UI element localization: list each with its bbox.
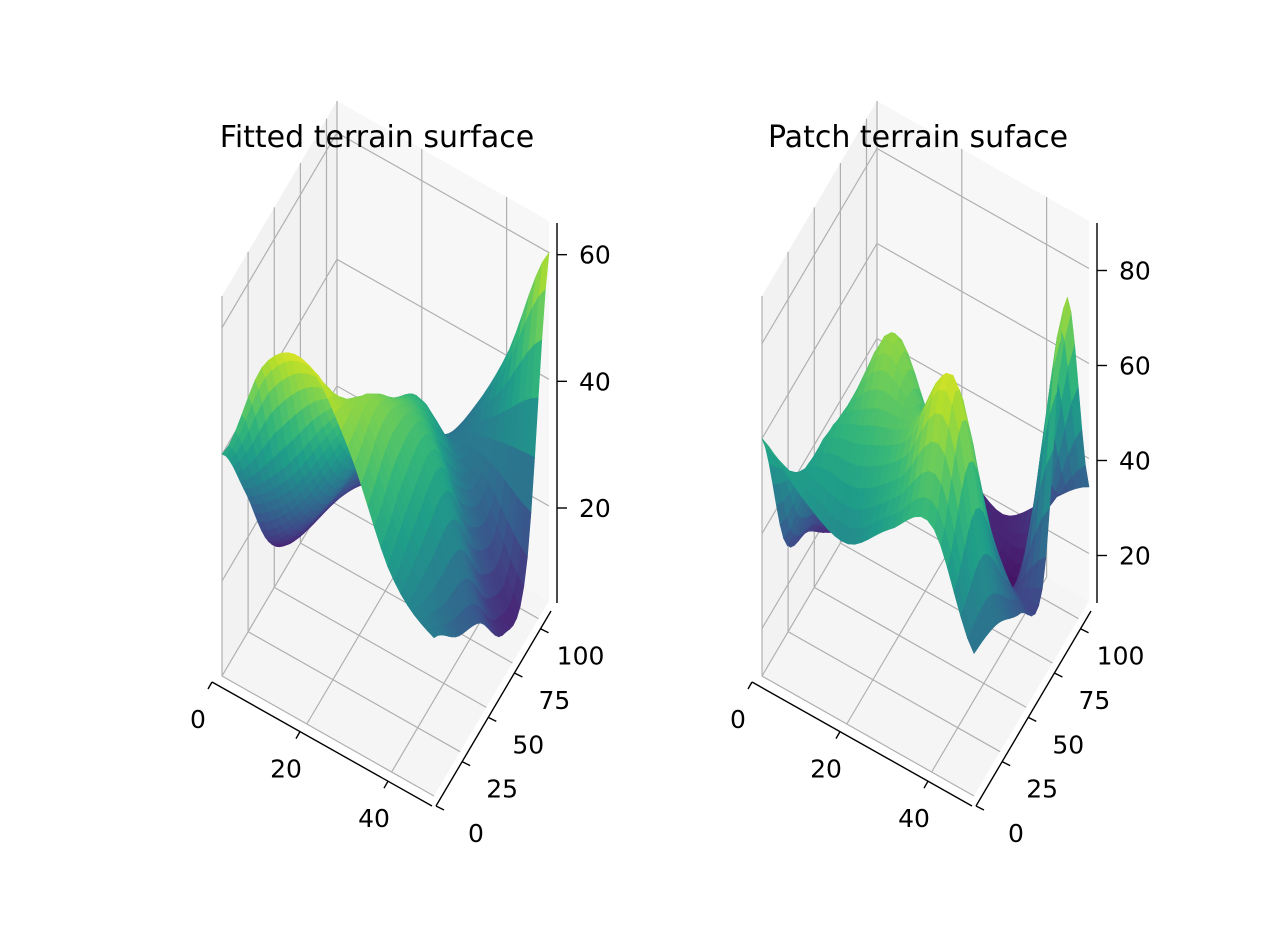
y-tick xyxy=(435,805,445,811)
x-tick xyxy=(835,731,841,739)
surface-cell xyxy=(426,627,439,639)
x-axis-line xyxy=(211,681,433,807)
z-tick-label: 60 xyxy=(579,241,611,270)
gridline-z xyxy=(761,242,1090,439)
x-tick xyxy=(383,780,389,789)
surface xyxy=(221,251,550,639)
surface xyxy=(761,297,1090,655)
gridline-x xyxy=(931,197,1048,773)
x-tick xyxy=(295,731,301,739)
y-tick-label: 100 xyxy=(557,642,605,671)
y-axis-line xyxy=(435,610,552,807)
gridline-y xyxy=(787,251,1001,753)
z-tick-label: 20 xyxy=(1119,542,1151,571)
gridline-y xyxy=(273,207,487,708)
y-tick xyxy=(1054,672,1063,678)
x-tick-label: 40 xyxy=(898,804,930,833)
y-tick-label: 0 xyxy=(1008,819,1024,848)
x-tick-label: 20 xyxy=(810,755,842,784)
gridline-y xyxy=(247,251,461,753)
gridline-y xyxy=(761,296,975,797)
gridline-z xyxy=(761,147,1090,344)
y-tick-label: 25 xyxy=(1026,775,1058,804)
x-tick xyxy=(747,681,753,690)
x-tick xyxy=(207,681,213,690)
y-tick-label: 75 xyxy=(539,686,571,715)
y-tick-label: 100 xyxy=(1097,642,1145,671)
surface-cell xyxy=(967,630,978,655)
chart-title-fitted: Fitted terrain surface xyxy=(220,120,534,155)
y-tick xyxy=(540,628,549,634)
y-tick-label: 0 xyxy=(468,819,484,848)
x-tick-label: 20 xyxy=(270,755,302,784)
gridline-z xyxy=(761,337,1090,534)
z-tick-label: 40 xyxy=(1119,447,1151,476)
x-tick-label: 0 xyxy=(190,705,206,734)
y-tick xyxy=(461,761,471,767)
gridline-z xyxy=(221,131,550,329)
z-tick-label: 80 xyxy=(1119,257,1151,286)
y-tick-label: 50 xyxy=(1052,730,1084,759)
gridline-y xyxy=(221,296,435,797)
y-tick xyxy=(487,716,497,722)
x-tick xyxy=(923,780,929,789)
y-tick xyxy=(975,805,985,811)
z-tick-label: 60 xyxy=(1119,352,1151,381)
chart-title-patch: Patch terrain suface xyxy=(768,120,1068,155)
x-tick-label: 40 xyxy=(358,804,390,833)
x-tick-label: 0 xyxy=(730,705,746,734)
z-tick-label: 40 xyxy=(579,367,611,396)
gridline-y xyxy=(813,207,1027,708)
y-tick xyxy=(1027,716,1037,722)
y-tick-label: 75 xyxy=(1079,686,1111,715)
y-tick xyxy=(514,672,523,678)
z-tick-label: 20 xyxy=(579,494,611,523)
y-tick xyxy=(1080,628,1089,634)
x-axis-line xyxy=(751,681,973,807)
y-tick-label: 50 xyxy=(512,730,544,759)
y-axis-line xyxy=(975,610,1092,807)
y-tick xyxy=(1001,761,1011,767)
y-tick-label: 25 xyxy=(486,775,518,804)
